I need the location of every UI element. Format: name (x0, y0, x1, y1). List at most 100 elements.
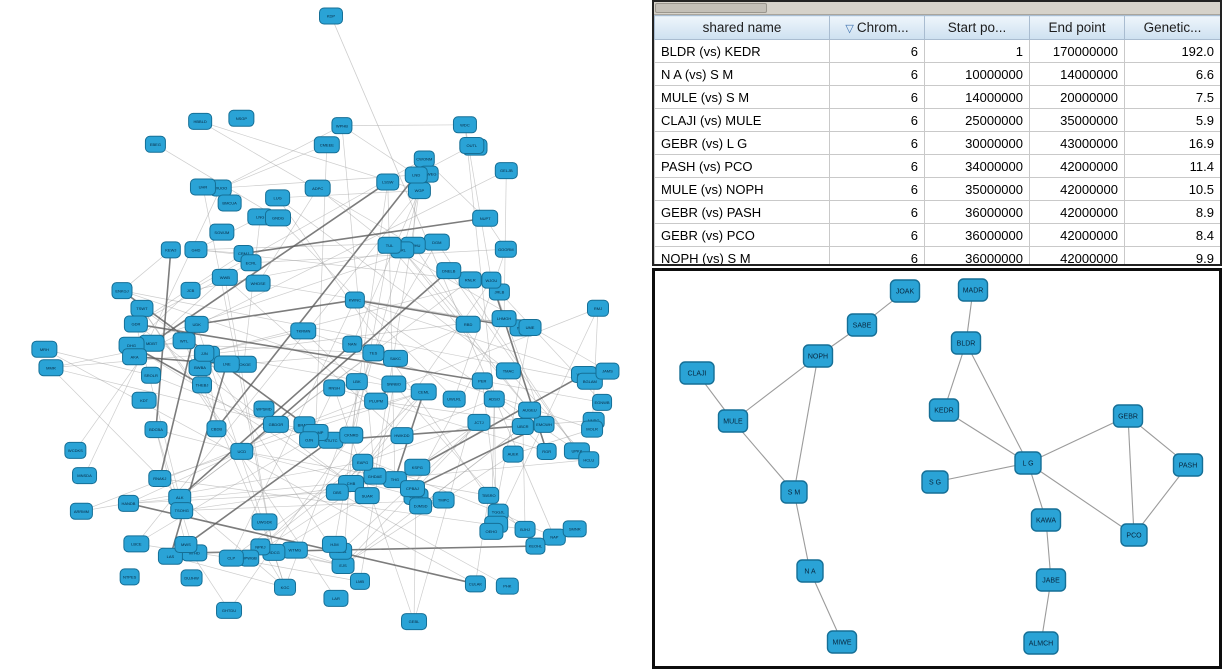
subnetwork-edge[interactable] (934, 462, 1029, 483)
subnetwork-node-almch[interactable]: ALMCH (1023, 631, 1059, 655)
subnetwork-node-mule[interactable]: MULE (717, 409, 749, 433)
table-cell[interactable]: 42000000 (1029, 223, 1125, 247)
table-cell[interactable]: 8.9 (1124, 200, 1220, 224)
table-cell[interactable]: 7.5 (1124, 85, 1220, 109)
network-edge[interactable] (304, 391, 424, 426)
subnetwork-node-bldr[interactable]: BLDR (950, 331, 982, 355)
network-edge[interactable] (482, 380, 603, 403)
network-node[interactable]: CLP (218, 549, 244, 567)
table-cell[interactable]: 6 (829, 246, 925, 264)
network-node[interactable]: SGWJM (209, 223, 235, 241)
network-node[interactable]: UBCR (511, 417, 534, 435)
network-node[interactable]: EBEG (144, 135, 166, 153)
network-node[interactable]: DUJHW (180, 569, 203, 587)
network-edge[interactable] (204, 330, 304, 354)
network-node[interactable]: RMJ (586, 299, 609, 317)
network-node[interactable]: BMCUA (217, 194, 242, 212)
network-edge[interactable] (393, 383, 536, 547)
subnetwork-edge[interactable] (732, 355, 819, 422)
network-node[interactable]: RBD (455, 315, 481, 333)
table-row[interactable]: MULE (vs) NOPH 6 35000000 42000000 10.5 (654, 177, 1220, 201)
table-cell[interactable]: 11.4 (1124, 154, 1220, 178)
network-edge[interactable] (131, 344, 352, 484)
network-node[interactable]: TMPC (432, 491, 455, 509)
table-cell[interactable]: N A (vs) S M (654, 62, 830, 86)
network-node[interactable]: KWNC (344, 291, 365, 309)
network-edge[interactable] (155, 429, 417, 497)
network-node[interactable]: UHR (189, 178, 216, 196)
subnetwork-node-l-g[interactable]: L G (1014, 451, 1042, 475)
table-cell[interactable]: 6 (829, 62, 925, 86)
table-cell[interactable]: 34000000 (924, 154, 1030, 178)
table-cell[interactable]: 6 (829, 200, 925, 224)
network-node[interactable]: GOORM (494, 240, 517, 258)
network-edge[interactable] (170, 555, 286, 588)
network-edge[interactable] (317, 187, 390, 246)
network-node[interactable]: GHD (184, 241, 208, 259)
network-node[interactable]: CBDB (206, 420, 227, 438)
network-edge[interactable] (131, 241, 437, 346)
network-edge[interactable] (44, 348, 476, 585)
network-node[interactable]: EAPG (352, 453, 374, 471)
table-cell[interactable]: MULE (vs) NOPH (654, 177, 830, 201)
table-cell[interactable]: BLDR (vs) KEDR (654, 39, 830, 63)
network-edge[interactable] (373, 241, 438, 354)
network-node[interactable]: UWLRL (442, 390, 466, 408)
network-edge[interactable] (251, 248, 506, 264)
network-node[interactable]: MMR (38, 359, 64, 377)
network-node[interactable]: MNSDA (72, 467, 98, 485)
table-cell[interactable]: 10000000 (924, 62, 1030, 86)
network-node[interactable]: AUEK (502, 445, 524, 463)
network-node[interactable]: JJN (194, 344, 215, 362)
network-node[interactable]: EGNWB (592, 393, 613, 411)
network-node[interactable]: THEBJ (192, 376, 213, 394)
network-edge[interactable] (204, 279, 492, 354)
network-edge[interactable] (224, 277, 275, 553)
network-node[interactable]: PLUPM (364, 392, 389, 410)
network-node[interactable]: ADSO (483, 390, 505, 408)
network-node[interactable]: TMAC (495, 362, 521, 380)
network-node[interactable]: CKNRD (339, 426, 364, 444)
subnetwork-node-s-g[interactable]: S G (921, 470, 949, 494)
subnetwork-edge[interactable] (1127, 415, 1135, 536)
network-node[interactable]: TES (362, 344, 385, 362)
network-node[interactable]: TSOHG (170, 502, 194, 520)
network-edge[interactable] (341, 124, 465, 127)
network-node[interactable]: LND (404, 166, 428, 184)
network-node[interactable]: GHTDU (216, 601, 243, 619)
network-node[interactable]: SNNBO (381, 375, 407, 393)
table-cell[interactable]: 42000000 (1029, 200, 1125, 224)
network-node[interactable]: CMEEE (313, 136, 340, 154)
table-cell[interactable]: 6 (829, 223, 925, 247)
subnetwork-edge[interactable] (1027, 462, 1135, 536)
table-row[interactable]: PASH (vs) PCO 6 34000000 42000000 11.4 (654, 154, 1220, 178)
table-cell[interactable]: NOPH (vs) S M (654, 246, 830, 264)
network-node[interactable]: OJN (299, 431, 320, 449)
network-node[interactable]: WJOU (481, 271, 502, 289)
network-node[interactable]: SUAR (354, 487, 380, 505)
network-edge[interactable] (135, 323, 368, 496)
table-cell[interactable]: 14000000 (1029, 62, 1125, 86)
network-edge[interactable] (128, 491, 338, 504)
network-node[interactable]: KGC (274, 578, 297, 596)
table-row[interactable]: GEBR (vs) PCO 6 36000000 42000000 8.4 (654, 223, 1220, 247)
subnetwork-node-s-m[interactable]: S M (780, 480, 808, 504)
network-node[interactable]: DNELB (436, 262, 462, 280)
table-cell[interactable]: 30000000 (924, 131, 1030, 155)
network-edge[interactable] (169, 363, 228, 557)
network-node[interactable]: PER (471, 372, 493, 390)
table-cell[interactable]: 14000000 (924, 85, 1030, 109)
network-node[interactable]: MOLR (581, 420, 604, 438)
network-node[interactable]: SMNR (562, 520, 587, 538)
network-node[interactable]: GELJB (494, 162, 518, 180)
network-node[interactable]: HANDB (117, 494, 139, 512)
subnetwork-node-jabe[interactable]: JABE (1035, 568, 1067, 592)
subnetwork-node-sabe[interactable]: SABE (846, 313, 878, 337)
network-node[interactable]: RGR (536, 442, 557, 460)
table-cell[interactable]: 36000000 (924, 200, 1030, 224)
subnetwork-node-noph[interactable]: NOPH (802, 344, 834, 368)
network-node[interactable]: KSPG (404, 458, 431, 476)
network-edge[interactable] (401, 398, 495, 436)
table-cell[interactable]: 10.5 (1124, 177, 1220, 201)
network-edge[interactable] (412, 423, 545, 490)
